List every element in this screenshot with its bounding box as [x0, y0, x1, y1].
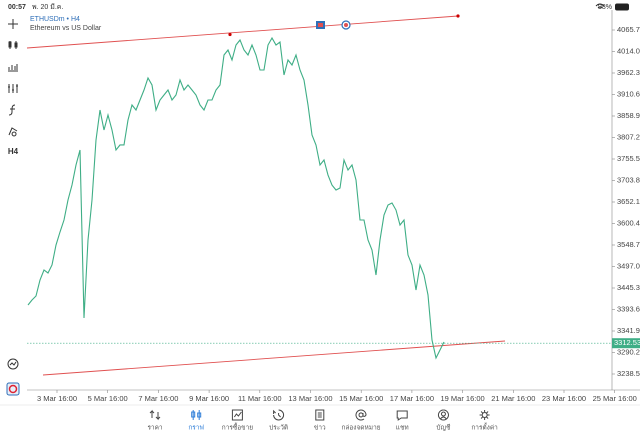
chart-type-tool[interactable] [8, 41, 18, 49]
tab-icon [149, 409, 161, 421]
price-tick-label: 3393.60 [617, 304, 640, 313]
left-toolbar [7, 19, 19, 370]
price-tick-label: 3238.50 [617, 369, 640, 378]
price-tick-label: 3445.30 [617, 283, 640, 292]
tab-icon [437, 409, 449, 421]
price-tick-label: 3807.20 [617, 132, 640, 141]
price-tick-label: 3652.10 [617, 197, 640, 206]
symbol-description: Ethereum vs US Dollar [30, 25, 102, 32]
tab[interactable]: การตั้งค่า [471, 410, 498, 432]
status-time: 00:57 [8, 4, 26, 11]
price-tick-label: 3341.90 [617, 326, 640, 335]
trend-handle[interactable] [456, 14, 460, 18]
price-tick-label: 4065.70 [617, 25, 640, 34]
time-tick-label: 21 Mar 16:00 [491, 394, 535, 403]
tab[interactable]: ข่าว [314, 409, 326, 432]
zoom-tool-inner [9, 361, 17, 366]
tab-label: บัญชี [436, 424, 451, 432]
battery-icon [615, 3, 629, 11]
time-tick-label: 17 Mar 16:00 [390, 394, 434, 403]
tab[interactable]: บัญชี [436, 409, 451, 432]
indicators-tool[interactable] [8, 64, 18, 72]
trend-line-lower[interactable] [42, 340, 506, 376]
event-icon-inner [318, 23, 323, 27]
tab-label: การตั้งค่า [471, 423, 498, 432]
tab-icon [355, 409, 367, 421]
time-tick-label: 19 Mar 16:00 [440, 394, 484, 403]
price-tick-label: 3858.90 [617, 111, 640, 120]
status-battery: 98% [598, 4, 612, 11]
event-icon-inner [344, 23, 348, 27]
tab-icon [315, 409, 325, 421]
price-tick-label: 3497.00 [617, 261, 640, 270]
objects-tool[interactable] [8, 104, 16, 116]
tab-label: กล่องจดหมาย [341, 425, 380, 432]
time-tick-label: 9 Mar 16:00 [189, 394, 229, 403]
tab[interactable]: การซื้อขาย [222, 409, 253, 432]
tab-label: แชท [396, 425, 409, 432]
zoom-tool[interactable] [7, 358, 19, 370]
tab-icon [479, 410, 490, 420]
current-price-box [612, 338, 640, 349]
tab-label: การซื้อขาย [222, 423, 253, 432]
trend-handle[interactable] [228, 32, 232, 37]
time-tick-label: 5 Mar 16:00 [88, 394, 128, 403]
tab-icon [273, 409, 285, 421]
tab[interactable]: ราคา [147, 409, 163, 432]
tab[interactable]: กล่องจดหมาย [341, 409, 381, 432]
tab-label: กราฟ [188, 425, 204, 432]
price-line [27, 36, 445, 360]
tab[interactable]: กราฟ [188, 410, 204, 432]
tab-icon [231, 409, 243, 421]
symbol-name: ETHUSDm • H4 [30, 16, 80, 23]
tab-icon [396, 410, 408, 421]
price-tick-label: 4014.00 [617, 46, 640, 55]
tab[interactable]: ประวัติ [269, 409, 288, 432]
price-tick-label: 3548.70 [617, 240, 640, 249]
price-tick-label: 3290.20 [617, 347, 640, 356]
wifi-icon [595, 3, 605, 9]
price-tick-label: 3962.30 [617, 68, 640, 77]
time-tick-label: 15 Mar 16:00 [339, 394, 383, 403]
current-price-label: 3312.53 [614, 338, 640, 347]
price-tick-label: 3755.50 [617, 154, 640, 163]
price-tick-label: 3600.40 [617, 218, 640, 227]
time-tick-label: 3 Mar 16:00 [37, 394, 77, 403]
tab-icon [191, 410, 202, 420]
tab-label: ราคา [147, 425, 162, 432]
crosshair-tool[interactable] [8, 19, 18, 29]
tab-label: ข่าว [314, 425, 326, 432]
price-tick-label: 3703.80 [617, 175, 640, 184]
trend-line-upper[interactable] [26, 15, 459, 49]
time-tick-label: 7 Mar 16:00 [138, 394, 178, 403]
app-logo-ring [8, 384, 18, 394]
tab[interactable]: แชท [396, 410, 409, 432]
timeframe-button[interactable]: H4 [8, 147, 19, 156]
time-tick-label: 23 Mar 16:00 [542, 394, 586, 403]
tab-label: ประวัติ [269, 424, 288, 432]
settings-tool[interactable] [8, 84, 18, 93]
time-tick-label: 13 Mar 16:00 [288, 394, 332, 403]
time-tick-label: 11 Mar 16:00 [238, 394, 282, 403]
price-tick-label: 3910.60 [617, 89, 640, 98]
time-tick-label: 25 Mar 16:00 [593, 394, 637, 403]
status-date: พ. 20 มี.ค. [32, 3, 63, 11]
shapes-tool[interactable] [8, 127, 18, 137]
